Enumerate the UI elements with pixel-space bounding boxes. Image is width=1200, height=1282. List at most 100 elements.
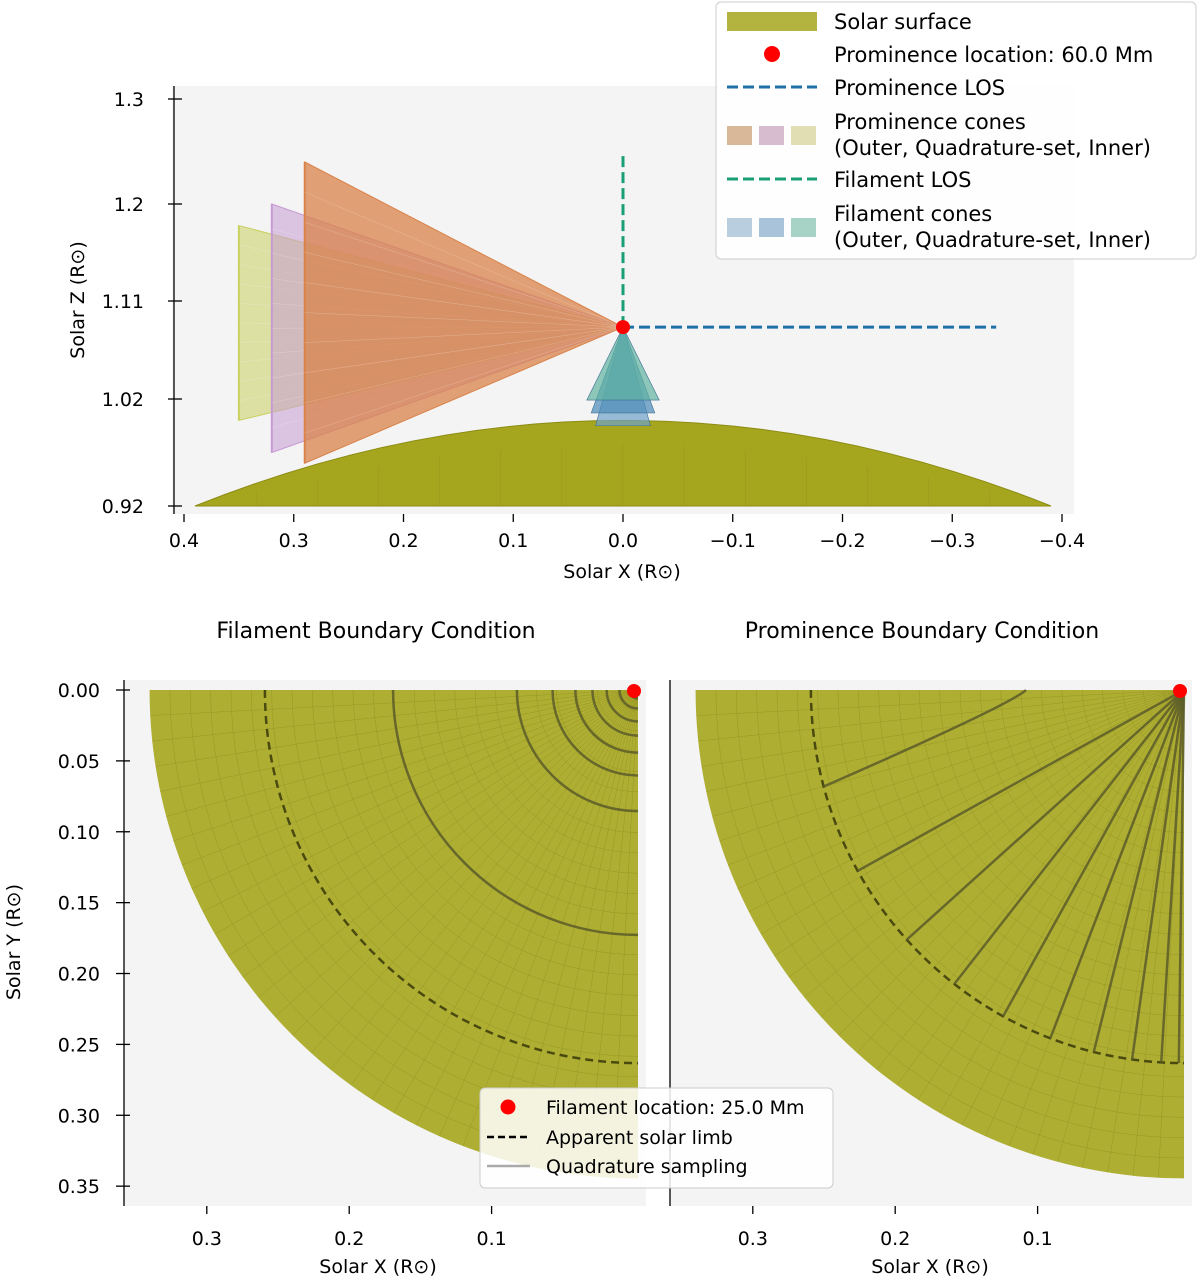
- prominence-x-tick-label: 0.3: [738, 1228, 768, 1250]
- apparent-solar-limb: [809, 689, 1185, 1065]
- top-x-ticks: 0.4 0.3 0.2 0.1 0.0 −0.1 −0.2 −0.3 −0.4: [169, 514, 1085, 552]
- prominence-x-axis-label: Solar X (R⊙): [871, 1256, 988, 1278]
- top-legend-frame: [715, 1, 1197, 260]
- quadrature-sampling-arc: [574, 689, 639, 754]
- prominence-panel-title: Prominence Boundary Condition: [745, 619, 1099, 644]
- disk-grid-arc: [1020, 689, 1185, 854]
- disk-grid-arc: [817, 689, 1185, 1057]
- top-panel: 0.92 1.02 1.11 1.2 1.3 0.4 0.3 0.2 0.1 0.0 −0.1 −0…: [67, 1, 1197, 583]
- filament-y-tick-label: 0.00: [58, 680, 100, 702]
- quadrature-sampling-line: [1092, 693, 1185, 1053]
- prominence-x-tick-label: 0.2: [880, 1228, 910, 1250]
- prominence-plot-area: [695, 684, 1187, 1179]
- top-y-tick-label: 1.11: [102, 291, 144, 313]
- top-y-tick-label: 0.92: [102, 496, 144, 518]
- top-plot-area: [194, 151, 1052, 507]
- filament-y-tick-label: 0.30: [58, 1105, 100, 1127]
- legend-label-filament-cones: Filament cones: [834, 202, 992, 226]
- top-x-tick-label: −0.1: [710, 530, 756, 552]
- top-x-axis-label: Solar X (R⊙): [563, 561, 680, 583]
- bottom-legend-frame: [479, 1087, 834, 1189]
- disk-grid-arc: [332, 689, 639, 996]
- disk-grid-arc: [1122, 689, 1185, 752]
- prominence-cone-meshline: [304, 252, 624, 328]
- filament-y-tick-label: 0.25: [58, 1034, 100, 1056]
- prominence-x-ticks: 0.3 0.2 0.1: [738, 1206, 1053, 1250]
- quadrature-sampling-line: [1130, 693, 1185, 1060]
- legend-label-prominence-cones: Prominence cones: [834, 110, 1026, 134]
- prominence-cone-meshline: [304, 326, 624, 434]
- legend-label-quadrature-sampling: Quadrature sampling: [546, 1156, 748, 1178]
- legend-label-solar-surface: Solar surface: [834, 10, 972, 34]
- disk-grid-arc: [434, 689, 639, 894]
- filament-x-tick-label: 0.1: [476, 1228, 506, 1250]
- legend-label-prominence-los: Prominence LOS: [834, 76, 1005, 100]
- filament-y-axis-label: Solar Y (R⊙): [3, 884, 25, 1000]
- prominence-cone-meshline: [304, 312, 624, 328]
- filament-y-tick-label: 0.35: [58, 1176, 100, 1198]
- quadrature-sampling-line: [1002, 692, 1184, 1017]
- disk-grid-arc: [898, 689, 1185, 976]
- disk-grid-arc: [352, 689, 639, 976]
- prominence-cone-meshline: [304, 282, 624, 328]
- disk-grid-arc: [617, 689, 639, 711]
- disk-grid-arc: [837, 689, 1185, 1037]
- legend-label-apparent-limb: Apparent solar limb: [546, 1127, 733, 1149]
- quadrature-sampling-line: [953, 692, 1183, 985]
- quadrature-sampling-line: [823, 689, 1027, 788]
- disk-grid-arc: [454, 689, 639, 874]
- top-x-tick-label: 0.3: [279, 530, 309, 552]
- legend-swatch-prominence-cone-inner: [791, 126, 816, 145]
- disk-grid-arc: [495, 689, 639, 833]
- legend-swatch-prominence-cone-outer: [727, 126, 752, 145]
- top-y-axis-label: Solar Z (R⊙): [67, 241, 89, 358]
- disk-grid-arc: [230, 689, 639, 1098]
- disk-grid-arc: [291, 689, 639, 1037]
- filament-x-tick-label: 0.3: [192, 1228, 222, 1250]
- prominence-cone-meshline: [304, 191, 624, 328]
- disk-grid-arc: [715, 689, 1185, 1159]
- quadrature-sampling-line: [1159, 693, 1186, 1063]
- disk-grid-arc: [535, 689, 639, 793]
- top-x-tick-label: 0.0: [608, 530, 638, 552]
- disk-grid-arc: [980, 689, 1185, 894]
- filament-y-ticks: 0.00 0.05 0.10 0.15 0.20 0.25 0.30 0.35: [58, 680, 130, 1198]
- disk-grid-arc: [1041, 689, 1185, 833]
- filament-panel-title: Filament Boundary Condition: [216, 619, 535, 644]
- disk-grid-arc: [373, 689, 639, 955]
- filament-x-axis-label: Solar X (R⊙): [319, 1256, 436, 1278]
- disk-grid-arc: [776, 689, 1185, 1098]
- disk-grid-arc: [576, 689, 639, 752]
- disk-grid-arc: [919, 689, 1185, 955]
- filament-y-tick-label: 0.20: [58, 964, 100, 986]
- legend-swatch-filament-cone-outer: [727, 218, 752, 237]
- disk-grid-arc: [1061, 689, 1185, 813]
- filament-x-ticks: 0.3 0.2 0.1: [192, 1206, 507, 1250]
- prominence-cone-meshline: [304, 326, 624, 404]
- disk-grid-arc: [1081, 689, 1185, 793]
- top-x-tick-label: 0.2: [388, 530, 418, 552]
- disk-grid-arc: [251, 689, 639, 1077]
- top-y-tick-label: 1.2: [114, 194, 144, 216]
- legend-swatch-filament-cone-quadrature: [759, 218, 784, 237]
- quadrature-sampling-line: [1177, 693, 1186, 1064]
- disk-grid-arc: [1000, 689, 1185, 874]
- disk-grid-arc: [271, 689, 639, 1057]
- disk-grid-arc: [474, 689, 639, 854]
- prominence-cone-meshline: [304, 326, 624, 343]
- top-y-tick-label: 1.02: [102, 389, 144, 411]
- legend-marker-filament-location: [500, 1099, 516, 1115]
- prominence-cone-meshline: [304, 222, 624, 328]
- legend-sublabel-filament-cones: (Outer, Quadrature-set, Inner): [834, 228, 1151, 252]
- top-x-tick-label: −0.2: [819, 530, 865, 552]
- quadrature-sampling-line: [857, 690, 1182, 872]
- disk-grid-arc: [797, 689, 1185, 1077]
- bottom-legend: Filament location: 25.0 Mm Apparent sola…: [479, 1087, 834, 1189]
- top-legend: Solar surface Prominence location: 60.0 …: [715, 1, 1197, 260]
- prominence-cone-meshline: [304, 326, 624, 374]
- disk-grid-arc: [312, 689, 639, 1016]
- quadrature-sampling-arc: [391, 689, 639, 937]
- filament-plot-area: [149, 684, 641, 1179]
- filament-cone: [586, 326, 660, 401]
- disk-grid-arc: [939, 689, 1185, 935]
